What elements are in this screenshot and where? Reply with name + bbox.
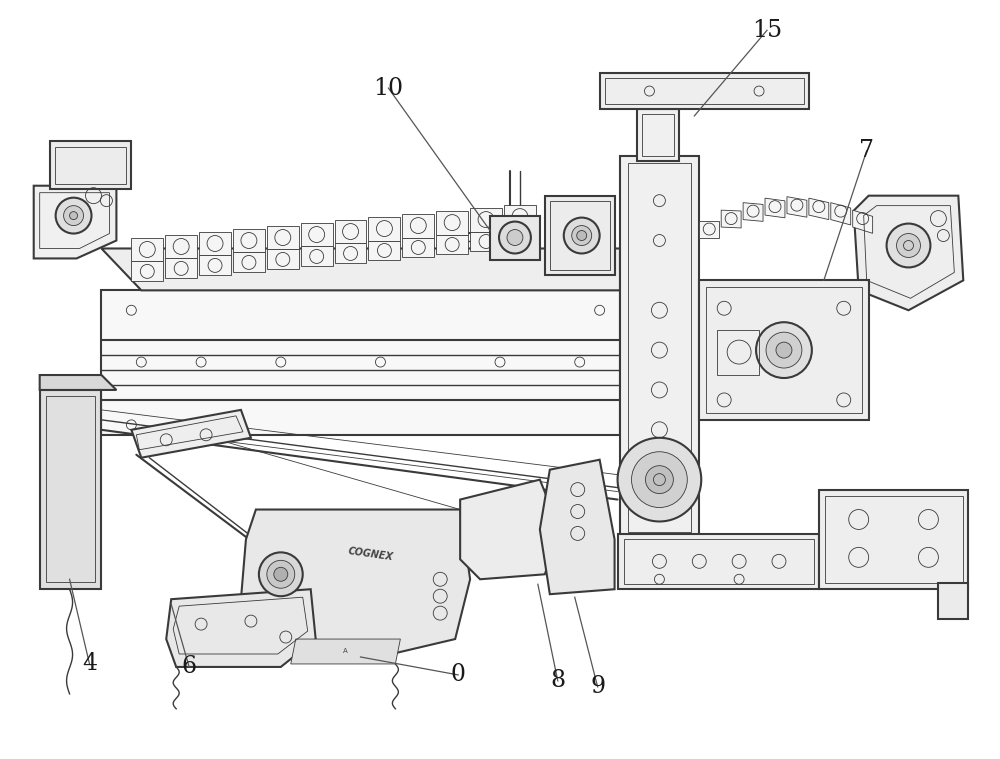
Polygon shape [50,141,131,189]
Circle shape [897,234,920,257]
Polygon shape [301,222,333,247]
Polygon shape [165,259,197,279]
Circle shape [64,206,84,225]
Polygon shape [637,109,679,161]
Polygon shape [743,203,763,222]
Polygon shape [402,238,434,257]
Circle shape [507,229,523,245]
Polygon shape [470,208,502,231]
Circle shape [766,332,802,368]
Polygon shape [504,205,536,228]
Polygon shape [853,210,873,233]
Polygon shape [40,390,101,589]
Polygon shape [831,203,851,225]
Polygon shape [470,231,502,251]
Circle shape [632,452,687,508]
Polygon shape [436,210,468,235]
Polygon shape [34,186,116,259]
Text: 15: 15 [752,19,782,42]
Polygon shape [131,410,251,458]
Circle shape [259,553,303,597]
Circle shape [645,466,673,493]
Circle shape [274,567,288,581]
Polygon shape [199,231,231,256]
Polygon shape [765,198,785,218]
Polygon shape [540,460,615,594]
Polygon shape [504,228,536,248]
Polygon shape [699,280,869,420]
Text: 7: 7 [859,140,874,162]
Polygon shape [165,235,197,259]
Circle shape [776,342,792,358]
Polygon shape [721,210,741,228]
Polygon shape [241,509,470,659]
Polygon shape [233,228,265,253]
Polygon shape [291,639,400,664]
Circle shape [56,197,92,234]
Polygon shape [335,219,366,244]
Text: 6: 6 [182,656,197,679]
Polygon shape [460,480,560,579]
Polygon shape [938,583,968,619]
Polygon shape [600,73,809,109]
Polygon shape [233,253,265,272]
Polygon shape [199,256,231,276]
Circle shape [267,560,295,588]
Circle shape [756,323,812,378]
Circle shape [618,438,701,521]
Polygon shape [101,248,659,291]
Polygon shape [166,589,316,667]
Polygon shape [787,197,807,217]
Polygon shape [131,261,163,282]
Polygon shape [368,216,400,241]
Polygon shape [545,196,615,276]
Circle shape [499,222,531,254]
Polygon shape [620,248,659,291]
Text: 4: 4 [82,653,97,676]
Polygon shape [618,534,819,589]
Polygon shape [301,247,333,266]
Text: A: A [343,648,348,654]
Text: 9: 9 [590,676,605,698]
Circle shape [572,225,592,245]
Polygon shape [854,196,963,310]
Text: 0: 0 [451,663,466,686]
Text: 8: 8 [550,669,565,692]
Circle shape [564,218,600,254]
Polygon shape [40,375,116,390]
Circle shape [577,231,587,241]
Polygon shape [267,225,299,250]
Polygon shape [819,490,968,589]
Circle shape [70,212,78,219]
Polygon shape [699,221,719,238]
Circle shape [887,224,930,267]
Polygon shape [490,216,540,260]
Text: COGNEX: COGNEX [347,546,394,562]
Polygon shape [131,238,163,261]
Polygon shape [368,241,400,260]
Polygon shape [335,244,366,263]
Text: 10: 10 [373,77,403,99]
Polygon shape [402,213,434,238]
Polygon shape [809,198,829,219]
Polygon shape [101,291,620,435]
Polygon shape [267,250,299,269]
Polygon shape [436,235,468,254]
Polygon shape [620,156,699,540]
